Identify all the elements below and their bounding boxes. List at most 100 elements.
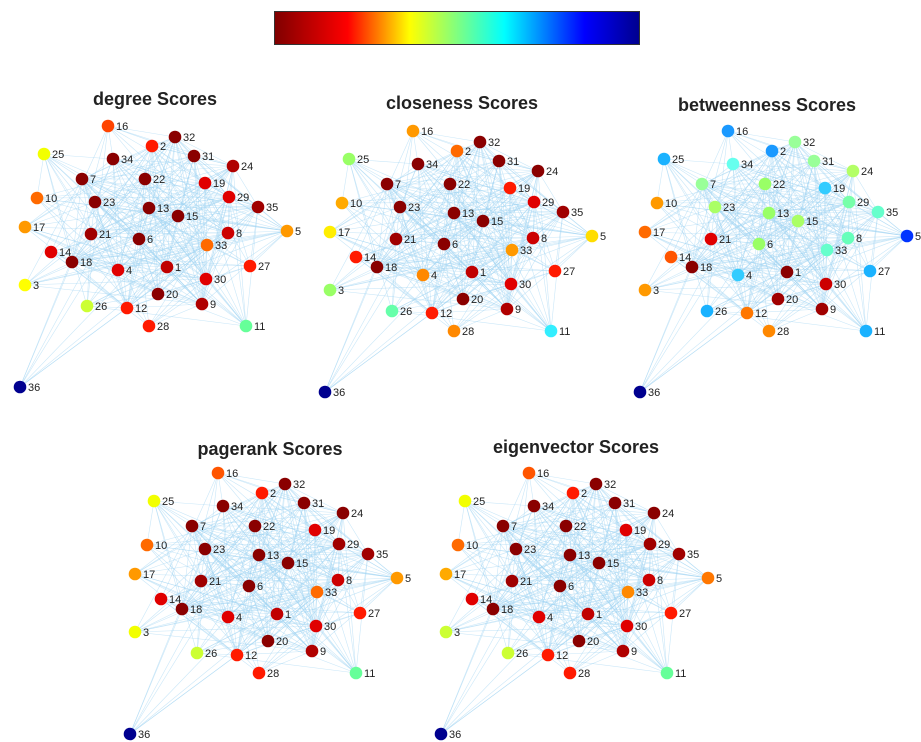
edge	[510, 170, 539, 285]
edge	[732, 163, 908, 237]
edge	[391, 310, 552, 332]
edge	[507, 616, 540, 654]
node	[527, 499, 541, 513]
node	[608, 496, 622, 510]
node	[171, 209, 185, 223]
edge	[50, 215, 179, 253]
node	[548, 264, 562, 278]
edge	[146, 543, 340, 546]
edge	[746, 270, 871, 314]
edge	[222, 505, 398, 579]
node-label: 31	[822, 156, 834, 168]
node	[563, 548, 577, 562]
edge	[236, 483, 286, 656]
node-label: 7	[710, 179, 716, 191]
edge	[399, 206, 512, 285]
node-label: 21	[520, 576, 532, 588]
node-label: 30	[635, 621, 647, 633]
edge	[648, 577, 709, 581]
edge	[329, 150, 458, 233]
edge	[329, 289, 508, 310]
node	[342, 152, 356, 166]
edge	[134, 492, 263, 575]
node	[642, 573, 656, 587]
edge	[204, 182, 208, 246]
node-label: 18	[80, 257, 92, 269]
node	[620, 619, 634, 633]
node	[721, 124, 735, 138]
node	[75, 172, 89, 186]
node-label: 2	[780, 146, 786, 158]
edge	[181, 585, 250, 610]
edge	[43, 153, 88, 307]
edge	[329, 231, 512, 285]
node	[731, 268, 745, 282]
node	[456, 292, 470, 306]
node-label: 22	[263, 521, 275, 533]
edge	[94, 201, 207, 280]
edge	[181, 608, 313, 652]
edge	[112, 158, 288, 232]
node-group: 1234567891011121314151617181920212223242…	[318, 124, 606, 399]
edge	[71, 261, 159, 295]
node	[187, 149, 201, 163]
edge	[236, 585, 250, 656]
node	[621, 585, 635, 599]
edge	[254, 525, 289, 564]
node	[616, 644, 630, 658]
node-label: 2	[465, 146, 471, 158]
edge	[206, 244, 251, 267]
edge	[355, 130, 414, 258]
edge	[464, 500, 580, 642]
node-label: 32	[604, 479, 616, 491]
edge	[510, 283, 552, 332]
node-label: 19	[634, 525, 646, 537]
edge	[316, 553, 369, 593]
node-label: 11	[559, 326, 570, 338]
node-label: 36	[28, 382, 40, 394]
edge	[204, 548, 398, 579]
node-label: 28	[462, 326, 474, 338]
node-label: 5	[295, 226, 301, 238]
node-label: 22	[773, 179, 785, 191]
edge	[399, 206, 513, 251]
edge	[134, 625, 317, 633]
edge	[440, 548, 517, 735]
node-label: 14	[364, 252, 376, 264]
edge	[329, 206, 401, 233]
edge	[254, 525, 278, 615]
edge	[492, 502, 616, 610]
node-label: 1	[175, 262, 181, 274]
edge	[797, 201, 850, 222]
edge	[706, 274, 739, 312]
edge	[653, 512, 668, 674]
edge	[399, 170, 539, 208]
edge	[431, 170, 539, 314]
edge	[222, 505, 344, 514]
edge	[153, 500, 318, 593]
edge	[112, 158, 208, 246]
node	[332, 537, 346, 551]
edge	[329, 231, 464, 300]
edge	[691, 243, 760, 268]
edge	[227, 616, 317, 627]
edge	[204, 548, 238, 656]
node-label: 26	[205, 648, 217, 660]
edge	[134, 573, 317, 627]
node-label: 3	[454, 627, 460, 639]
node	[541, 648, 555, 662]
node	[842, 195, 856, 209]
node-label: 7	[511, 521, 517, 533]
edge	[284, 483, 317, 627]
node-group: 1234567891011121314151617181920212223242…	[434, 466, 722, 741]
edge	[94, 201, 208, 246]
node-label: 21	[719, 234, 731, 246]
node	[239, 319, 253, 333]
edge	[19, 307, 128, 388]
edge	[236, 512, 344, 656]
edge	[569, 577, 709, 674]
edge	[126, 238, 140, 309]
panel-title: pagerank Scores	[197, 439, 342, 459]
edge	[24, 196, 230, 228]
node	[280, 224, 294, 238]
